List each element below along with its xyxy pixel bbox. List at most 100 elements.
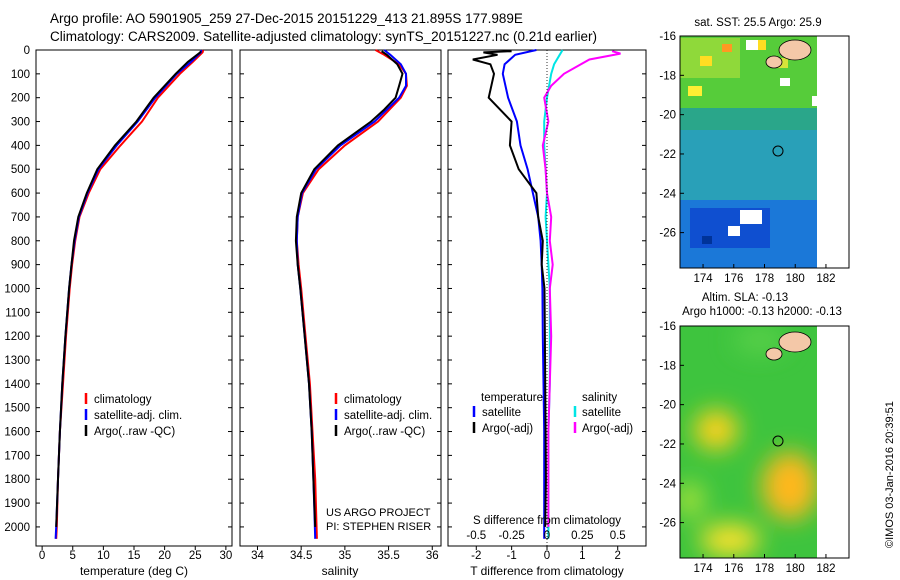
- x-tick-label: 0.25: [571, 530, 593, 542]
- x-tick-label: 34.5: [290, 550, 312, 562]
- pi-label: PI: STEPHEN RISER: [326, 521, 431, 533]
- difference-legend: temperature satellite Argo(-adj) salinit…: [472, 392, 633, 435]
- map-x-tick-label: 182: [816, 563, 835, 575]
- x-tick-label: 20: [158, 550, 171, 562]
- depth-tick-label: 800: [11, 236, 30, 248]
- temperature-legend: climatology satellite-adj. clim. Argo(..…: [84, 393, 182, 438]
- series-line-satellite-adj-clim: [54, 49, 203, 539]
- series-line-climatology: [55, 49, 205, 539]
- depth-tick-label: 1800: [4, 474, 30, 486]
- map-x-tick-label: 182: [816, 273, 835, 285]
- depth-tick-label: 200: [11, 93, 30, 105]
- x-tick-label: 0: [544, 550, 550, 562]
- depth-tick-label: 500: [11, 164, 30, 176]
- depth-tick-label: 100: [11, 69, 30, 81]
- depth-tick-label: 900: [11, 260, 30, 272]
- map-y-tick-label: -20: [659, 400, 676, 412]
- salinity-xaxis: 34 34.5 35 35.5 36: [251, 546, 439, 562]
- legend-satellite-label: satellite-adj. clim.: [94, 410, 182, 422]
- depth-tick-label: 600: [11, 188, 30, 200]
- fiji-island-shape: [765, 347, 783, 361]
- temperature-axis-label: temperature (deg C): [80, 564, 188, 578]
- map-x-tick-label: 178: [755, 273, 774, 285]
- legend-satellite-label: satellite-adj. clim.: [344, 410, 432, 422]
- x-tick-label: 0: [39, 550, 45, 562]
- sst-map: [680, 36, 817, 268]
- x-tick-label: 36: [426, 550, 439, 562]
- x-tick-label: 15: [128, 550, 141, 562]
- x-tick-label: -1: [507, 550, 517, 562]
- map-y-tick-label: -16: [659, 321, 676, 333]
- project-label: US ARGO PROJECT: [326, 507, 431, 519]
- x-tick-label: -2: [471, 550, 481, 562]
- depth-axis: 0 100 200 300 400 500 600 700 800 900 1000 1100 1200…: [4, 45, 646, 534]
- salinity-plot: [294, 49, 408, 539]
- map-x-tick-label: 180: [786, 563, 805, 575]
- depth-tick-label: 1500: [4, 403, 30, 415]
- map-y-tick-label: -26: [659, 228, 676, 240]
- depth-tick-label: 300: [11, 117, 30, 129]
- map-y-tick-label: -24: [659, 188, 676, 200]
- imos-stamp: ©IMOS 03-Jan-2016 20:39:51: [884, 401, 896, 548]
- s-difference-xaxis: -0.5 -0.25 0 0.25 0.5: [466, 530, 625, 542]
- depth-tick-label: 1700: [4, 450, 30, 462]
- sla-map: [680, 326, 817, 558]
- x-tick-label: 35.5: [377, 550, 399, 562]
- x-tick-label: -0.5: [466, 530, 486, 542]
- legend-temp-argo-label: Argo(-adj): [482, 423, 533, 435]
- map-y-tick-label: -22: [659, 149, 676, 161]
- series-line-argo-raw-qc: [294, 50, 404, 527]
- salinity-axis-label: salinity: [322, 564, 359, 578]
- x-tick-label: -0.25: [499, 530, 525, 542]
- fiji-island-shape: [778, 331, 812, 353]
- sst-map-axes: 174 176 178 180 182 -16 -18 -20 -22 -24 -26: [659, 31, 835, 285]
- map-y-tick-label: -16: [659, 31, 676, 43]
- legend-climatology-label: climatology: [94, 394, 152, 406]
- difference-plot: [472, 49, 621, 546]
- t-difference-axis-label: T difference from climatology: [470, 564, 624, 578]
- sla-map-heights: Argo h1000: -0.13 h2000: -0.13: [682, 306, 842, 318]
- map-y-tick-label: -18: [659, 70, 676, 82]
- x-tick-label: 10: [97, 550, 110, 562]
- sla-map-axes: 174 176 178 180 182 -16 -18 -20 -22 -24 -26: [659, 321, 835, 575]
- series-line-salinity-argo-adj: [541, 50, 621, 527]
- argo-float-marker: [772, 145, 784, 157]
- legend-argo-label: Argo(..raw -QC): [344, 426, 425, 438]
- x-tick-label: 1: [579, 550, 585, 562]
- argo-float-marker: [772, 435, 784, 447]
- map-x-tick-label: 174: [693, 273, 713, 285]
- depth-tick-label: 1000: [4, 283, 30, 295]
- depth-tick-label: 1200: [4, 331, 30, 343]
- legend-salinity-title: salinity: [582, 392, 617, 404]
- legend-sal-satellite-label: satellite: [582, 407, 621, 419]
- map-y-tick-label: -26: [659, 518, 676, 530]
- depth-tick-label: 1300: [4, 355, 30, 367]
- map-x-tick-label: 178: [755, 563, 774, 575]
- series-line-temperature-satellite: [501, 49, 546, 539]
- s-difference-axis-label: S difference from climatology: [473, 515, 621, 527]
- map-y-tick-label: -20: [659, 110, 676, 122]
- legend-temperature-title: temperature: [481, 392, 543, 404]
- temperature-plot: [54, 49, 205, 539]
- x-tick-label: 2: [615, 550, 621, 562]
- depth-tick-label: 400: [11, 140, 30, 152]
- salinity-panel: [239, 49, 442, 547]
- series-line-temperature-argo-adj: [472, 50, 547, 527]
- map-x-tick-label: 176: [724, 563, 743, 575]
- climatology-title: Climatology: CARS2009. Satellite-adjuste…: [50, 29, 598, 44]
- x-tick-label: 34: [251, 550, 264, 562]
- depth-tick-label: 1600: [4, 427, 30, 439]
- x-tick-label: 0.5: [610, 530, 626, 542]
- map-y-tick-label: -24: [659, 478, 676, 490]
- legend-sal-argo-label: Argo(-adj): [582, 423, 633, 435]
- legend-temp-satellite-label: satellite: [482, 407, 521, 419]
- temperature-xaxis: 0 5 10 15 20 25 30: [39, 546, 232, 562]
- depth-tick-label: 2000: [4, 522, 30, 534]
- map-y-tick-label: -22: [659, 439, 676, 451]
- sst-map-title: sat. SST: 25.5 Argo: 25.9: [694, 17, 821, 29]
- map-x-tick-label: 176: [724, 273, 743, 285]
- depth-tick-label: 1400: [4, 379, 30, 391]
- sla-map-title: Altim. SLA: -0.13: [702, 292, 788, 304]
- depth-tick-label: 1100: [5, 307, 30, 319]
- x-tick-label: 5: [70, 550, 76, 562]
